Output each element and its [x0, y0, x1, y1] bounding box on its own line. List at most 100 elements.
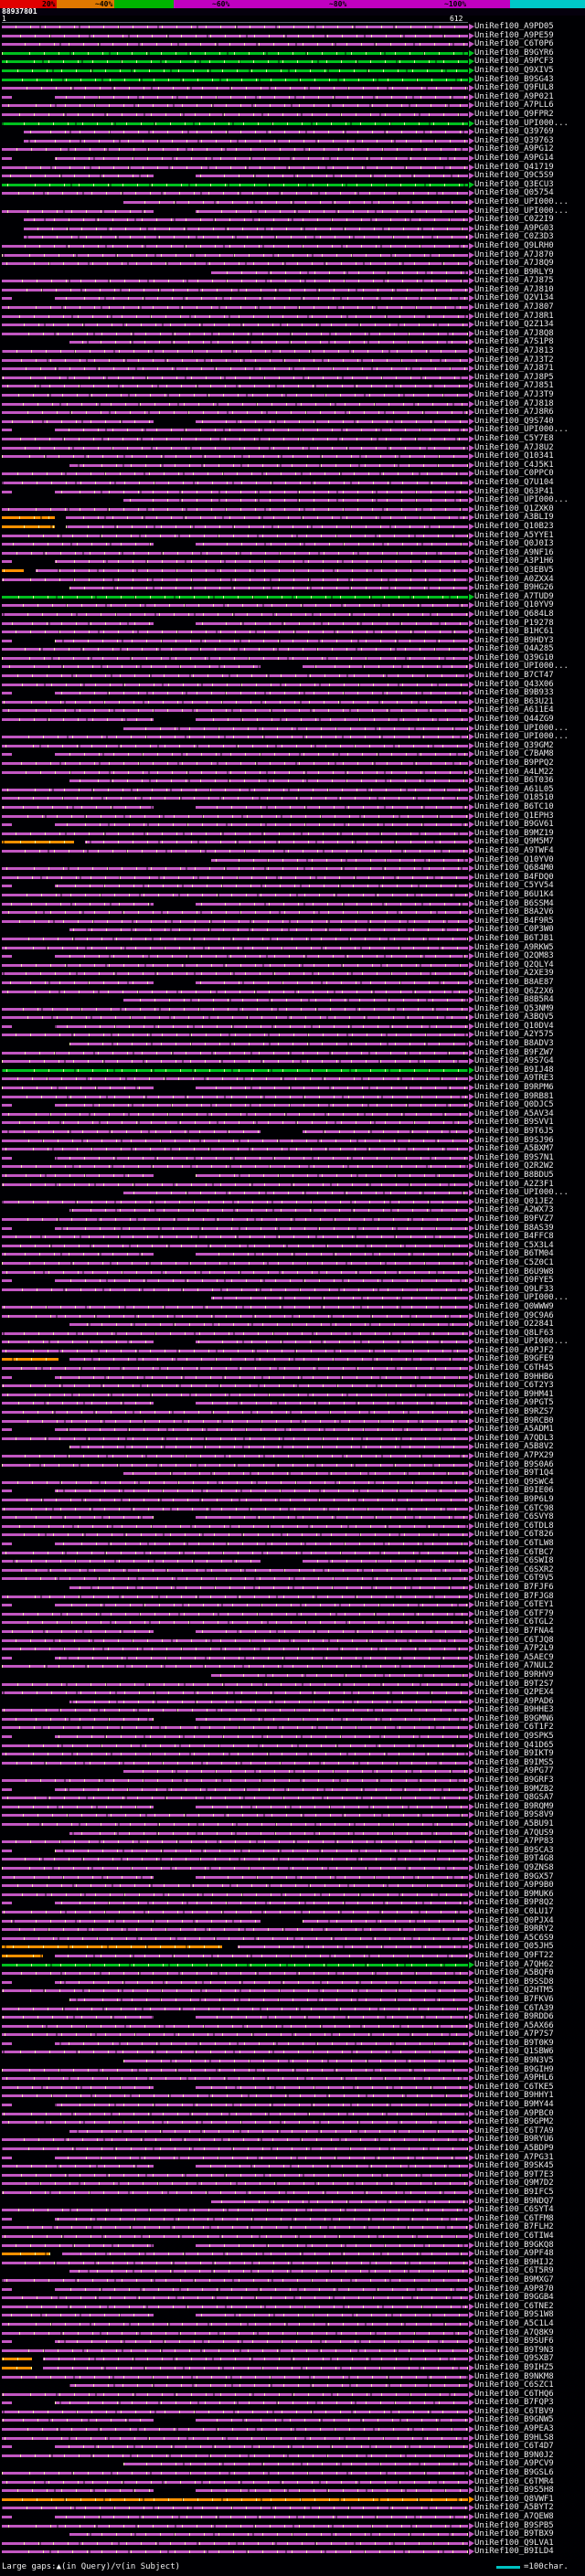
- hit-label[interactable]: UniRef100_A7J8Q9: [474, 259, 554, 269]
- hit-row[interactable]: UniRef100_Q2QLY4: [0, 959, 585, 970]
- hit-label[interactable]: UniRef100_B9SSD8: [474, 1977, 554, 1987]
- hit-row[interactable]: UniRef100_Q2HTM5: [0, 1986, 585, 1995]
- hit-label[interactable]: UniRef100_A9PCF3: [474, 57, 554, 67]
- hit-label[interactable]: UniRef100_Q43X06: [474, 679, 554, 689]
- hit-label[interactable]: UniRef100_B9HHE3: [474, 1705, 554, 1715]
- hit-row[interactable]: UniRef100_B7FJG8: [0, 1592, 585, 1601]
- hit-row[interactable]: UniRef100_Q10B23: [0, 521, 585, 531]
- hit-label[interactable]: UniRef100_B9T6J5: [474, 1127, 554, 1136]
- hit-row[interactable]: UniRef100_Q9M5M7: [0, 837, 585, 846]
- hit-label[interactable]: UniRef100_A7J8R6: [474, 408, 554, 418]
- hit-label[interactable]: UniRef100_B9S1W8: [474, 2310, 554, 2320]
- hit-label[interactable]: UniRef100_A7P2L9: [474, 1644, 554, 1654]
- hit-row[interactable]: UniRef100_O22841: [0, 1320, 585, 1329]
- hit-label[interactable]: UniRef100_B6TC10: [474, 802, 554, 811]
- hit-label[interactable]: UniRef100_C6T1F2: [474, 1723, 554, 1733]
- hit-row[interactable]: UniRef100_Q8LF63: [0, 1329, 585, 1338]
- hit-row[interactable]: UniRef100_B7FJF6: [0, 1583, 585, 1592]
- hit-row[interactable]: UniRef100_C0Z2I9: [0, 215, 585, 224]
- hit-label[interactable]: UniRef100_A7J3T2: [474, 355, 554, 365]
- hit-row[interactable]: UniRef100_A7QEW8: [0, 2512, 585, 2521]
- hit-row[interactable]: UniRef100_B9MXG7: [0, 2275, 585, 2284]
- hit-row[interactable]: UniRef100_A2Y575: [0, 1030, 585, 1039]
- hit-label[interactable]: UniRef100_Q39763: [474, 135, 554, 145]
- hit-row[interactable]: UniRef100_B8AE87: [0, 978, 585, 987]
- hit-label[interactable]: UniRef100_C6SZC1: [474, 2380, 554, 2390]
- hit-row[interactable]: UniRef100_A2XE39: [0, 969, 585, 978]
- hit-label[interactable]: UniRef100_A9PG03: [474, 223, 554, 233]
- hit-row[interactable]: UniRef100_Q9SPK5: [0, 1732, 585, 1741]
- hit-label[interactable]: UniRef100_A7J875: [474, 276, 554, 286]
- hit-row[interactable]: UniRef100_A9PGT5: [0, 1398, 585, 1407]
- hit-row[interactable]: UniRef100_C0LU17: [0, 1907, 585, 1916]
- hit-label[interactable]: UniRef100_Q2PEX4: [474, 1688, 554, 1698]
- hit-label[interactable]: UniRef100_UPI000...: [474, 118, 569, 128]
- hit-label[interactable]: UniRef100_B9HHY1: [474, 2091, 554, 2101]
- hit-row[interactable]: UniRef100_B9IHZ5: [0, 2363, 585, 2372]
- hit-row[interactable]: UniRef100_UPI000...: [0, 732, 585, 741]
- hit-label[interactable]: UniRef100_B1HC61: [474, 627, 554, 637]
- hit-label[interactable]: UniRef100_B8B5R4: [474, 995, 554, 1004]
- hit-row[interactable]: UniRef100_B6TJB1: [0, 934, 585, 943]
- hit-label[interactable]: UniRef100_B9T7E3: [474, 2169, 554, 2179]
- hit-label[interactable]: UniRef100_A61L05: [474, 784, 554, 794]
- hit-row[interactable]: UniRef100_B9GYR6: [0, 48, 585, 58]
- hit-row[interactable]: UniRef100_A0ZXX4: [0, 575, 585, 584]
- hit-row[interactable]: UniRef100_B9P8Q2: [0, 1898, 585, 1907]
- hit-label[interactable]: UniRef100_A7QEW8: [474, 2512, 554, 2521]
- hit-label[interactable]: UniRef100_A5BXM7: [474, 1144, 554, 1154]
- hit-row[interactable]: UniRef100_A7NUL2: [0, 1661, 585, 1670]
- hit-row[interactable]: UniRef100_B9FZW7: [0, 1048, 585, 1057]
- hit-row[interactable]: UniRef100_A3BQV5: [0, 1012, 585, 1022]
- hit-row[interactable]: UniRef100_A5AEC9: [0, 1653, 585, 1662]
- hit-label[interactable]: UniRef100_Q10YV0: [474, 854, 554, 864]
- hit-row[interactable]: UniRef100_A5YYE1: [0, 531, 585, 540]
- hit-label[interactable]: UniRef100_Q9C9A6: [474, 1310, 554, 1320]
- hit-row[interactable]: UniRef100_A5BXM7: [0, 1144, 585, 1154]
- hit-row[interactable]: UniRef100_C6THQ6: [0, 2390, 585, 2399]
- hit-row[interactable]: UniRef100_B6T036: [0, 776, 585, 785]
- hit-label[interactable]: UniRef100_B9RPM6: [474, 1083, 554, 1092]
- hit-row[interactable]: UniRef100_Q39769: [0, 127, 585, 136]
- hit-label[interactable]: UniRef100_A7J3T9: [474, 390, 554, 399]
- hit-row[interactable]: UniRef100_B9T1Q4: [0, 1468, 585, 1478]
- hit-row[interactable]: UniRef100_B9HDY3: [0, 636, 585, 645]
- hit-row[interactable]: UniRef100_A7J8R6: [0, 408, 585, 417]
- hit-label[interactable]: UniRef100_Q2Z134: [474, 320, 554, 330]
- hit-row[interactable]: UniRef100_B9RYU6: [0, 2135, 585, 2144]
- hit-row[interactable]: UniRef100_A5ADM1: [0, 1425, 585, 1435]
- hit-label[interactable]: UniRef100_C6SWI8: [474, 1556, 554, 1566]
- hit-label[interactable]: UniRef100_B9HIJ2: [474, 2257, 554, 2267]
- hit-row[interactable]: UniRef100_C6TMR4: [0, 2477, 585, 2486]
- hit-label[interactable]: UniRef100_C6TF79: [474, 1608, 554, 1618]
- hit-row[interactable]: UniRef100_A61L05: [0, 784, 585, 794]
- hit-row[interactable]: UniRef100_Q0WWW9: [0, 1302, 585, 1311]
- hit-label[interactable]: UniRef100_B9GNW5: [474, 2415, 554, 2425]
- hit-label[interactable]: UniRef100_C6TBC7: [474, 1547, 554, 1557]
- hit-row[interactable]: UniRef100_C6TGL2: [0, 1617, 585, 1627]
- hit-label[interactable]: UniRef100_B9HLS8: [474, 2433, 554, 2443]
- hit-label[interactable]: UniRef100_Q9LF33: [474, 1284, 554, 1294]
- hit-row[interactable]: UniRef100_C6TFM8: [0, 2214, 585, 2223]
- hit-label[interactable]: UniRef100_C6SXR2: [474, 1564, 554, 1574]
- hit-row[interactable]: UniRef100_A9P021: [0, 92, 585, 101]
- hit-label[interactable]: UniRef100_A9TRE3: [474, 1074, 554, 1084]
- hit-label[interactable]: UniRef100_B9NKM8: [474, 2371, 554, 2381]
- hit-label[interactable]: UniRef100_Q10B23: [474, 521, 554, 531]
- hit-label[interactable]: UniRef100_B9IMS5: [474, 1757, 554, 1767]
- hit-row[interactable]: UniRef100_B9T9N3: [0, 2346, 585, 2355]
- hit-row[interactable]: UniRef100_A7J807: [0, 302, 585, 312]
- hit-row[interactable]: UniRef100_Q2R2W2: [0, 1161, 585, 1171]
- hit-label[interactable]: UniRef100_A5ADM1: [474, 1425, 554, 1435]
- hit-label[interactable]: UniRef100_B9RQM9: [474, 1801, 554, 1811]
- hit-label[interactable]: UniRef100_A9P9B0: [474, 1881, 554, 1891]
- hit-label[interactable]: UniRef100_Q2QLY4: [474, 959, 554, 970]
- hit-label[interactable]: UniRef100_Q7U104: [474, 477, 554, 487]
- hit-row[interactable]: UniRef100_A7J875: [0, 276, 585, 286]
- hit-row[interactable]: UniRef100_Q3EBV5: [0, 566, 585, 575]
- hit-label[interactable]: UniRef100_Q9M7D2: [474, 2178, 554, 2189]
- hit-label[interactable]: UniRef100_B9P6L9: [474, 1495, 554, 1504]
- hit-row[interactable]: UniRef100_C0PPC0: [0, 469, 585, 478]
- hit-label[interactable]: UniRef100_B9SUF6: [474, 2337, 554, 2347]
- hit-row[interactable]: UniRef100_Q39GM2: [0, 741, 585, 750]
